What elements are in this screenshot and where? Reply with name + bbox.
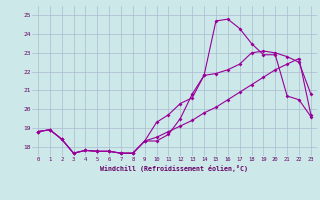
X-axis label: Windchill (Refroidissement éolien,°C): Windchill (Refroidissement éolien,°C)	[100, 165, 248, 172]
